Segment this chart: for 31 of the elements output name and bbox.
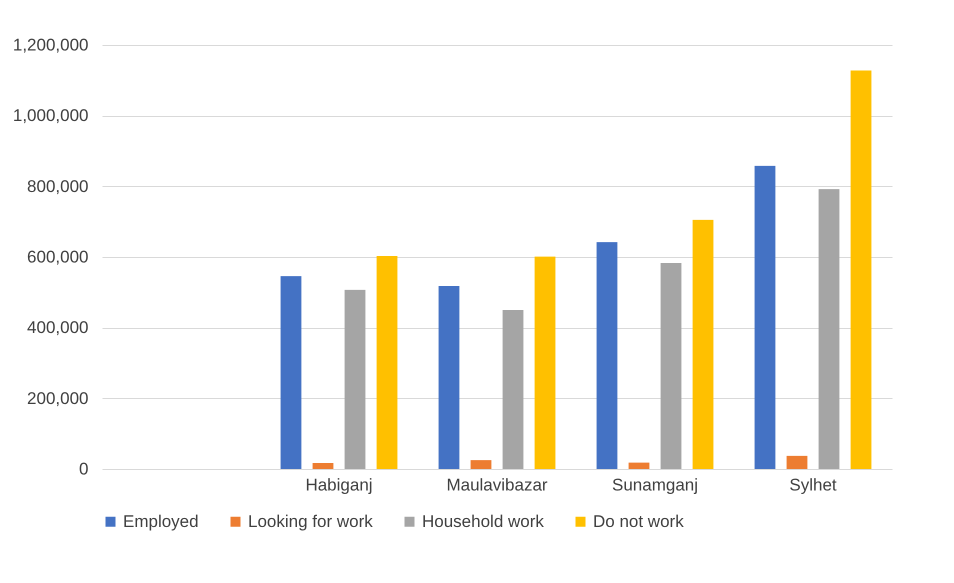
bar bbox=[534, 256, 556, 469]
x-tick-label: Sunamganj bbox=[612, 476, 698, 494]
bar bbox=[596, 242, 618, 469]
bar bbox=[754, 166, 776, 469]
y-tick-label: 1,000,000 bbox=[12, 106, 88, 126]
x-tick-label: Sylhet bbox=[789, 476, 837, 494]
bar bbox=[818, 189, 840, 469]
bar bbox=[660, 263, 682, 469]
y-tick-label: 800,000 bbox=[27, 176, 88, 196]
legend-label: Do not work bbox=[593, 512, 684, 531]
bar bbox=[786, 456, 808, 469]
y-tick-label: 1,200,000 bbox=[12, 36, 88, 54]
legend-label: Household work bbox=[422, 512, 544, 531]
x-tick-label: Maulavibazar bbox=[446, 476, 548, 494]
legend-label: Looking for work bbox=[248, 512, 374, 531]
y-tick-label: 400,000 bbox=[27, 318, 88, 338]
legend-label: Employed bbox=[123, 512, 199, 531]
bar bbox=[280, 276, 302, 469]
y-tick-label: 0 bbox=[79, 460, 88, 478]
bar bbox=[312, 462, 334, 469]
x-tick-label: Habiganj bbox=[305, 476, 373, 494]
y-tick-label: 600,000 bbox=[27, 248, 88, 266]
bar bbox=[438, 286, 460, 469]
bar bbox=[850, 70, 872, 469]
bar bbox=[502, 310, 524, 469]
bar bbox=[376, 256, 398, 469]
bar bbox=[470, 460, 492, 469]
bar bbox=[628, 462, 650, 469]
y-tick-label: 200,000 bbox=[27, 388, 88, 408]
bar bbox=[344, 290, 366, 469]
bar bbox=[692, 220, 714, 469]
